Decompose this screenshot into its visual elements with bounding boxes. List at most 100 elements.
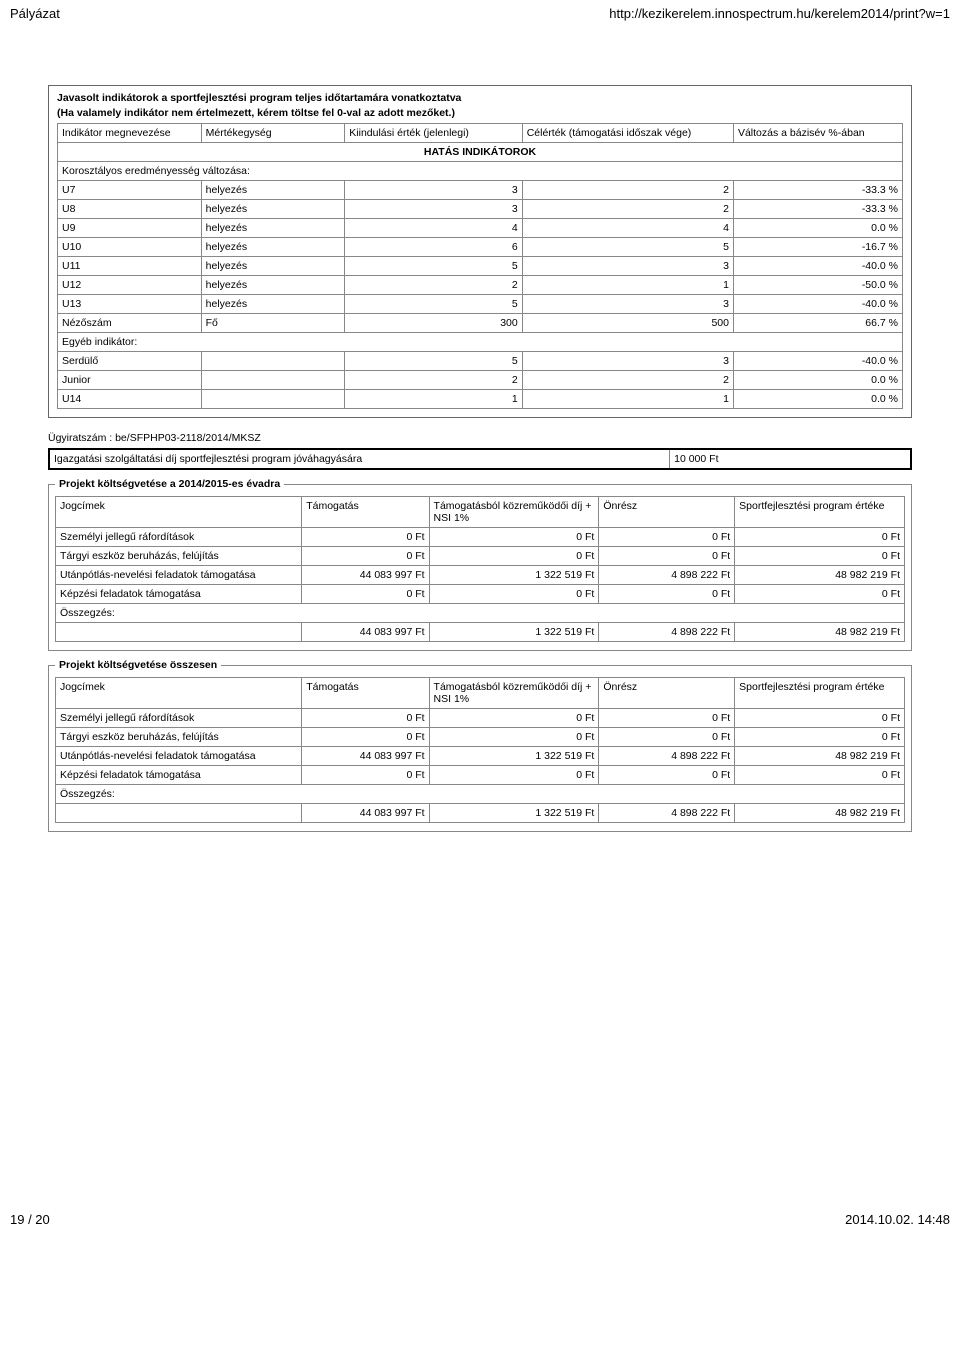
cell-target: 5 — [522, 238, 733, 257]
table-row: Serdülő 53-40.0 % — [58, 352, 903, 371]
cell-change: -40.0 % — [733, 295, 902, 314]
cell-c: 1 322 519 Ft — [429, 747, 599, 766]
col-name: Indikátor megnevezése — [58, 124, 202, 143]
table-row: U11helyezés53-40.0 % — [58, 257, 903, 276]
cell-target: 3 — [522, 295, 733, 314]
table-row: U13helyezés53-40.0 % — [58, 295, 903, 314]
b-col1: Jogcímek — [56, 497, 302, 528]
budget-table: Jogcímek Támogatás Támogatásból közreműk… — [55, 677, 905, 823]
cell-title: Utánpótlás-nevelési feladatok támogatása — [56, 566, 302, 585]
cell-title: Személyi jellegű ráfordítások — [56, 528, 302, 547]
table-row: U10helyezés65-16.7 % — [58, 238, 903, 257]
table-row: NézőszámFő30050066.7 % — [58, 314, 903, 333]
cell-e: 48 982 219 Ft — [735, 747, 905, 766]
b-col2: Támogatás — [302, 678, 429, 709]
budget-legend: Projekt költségvetése összesen — [55, 659, 221, 671]
table-row: Személyi jellegű ráfordítások0 Ft0 Ft0 F… — [56, 528, 905, 547]
cell-unit: helyezés — [201, 257, 345, 276]
budget-legend: Projekt költségvetése a 2014/2015-es éva… — [55, 478, 284, 490]
cell-change: -40.0 % — [733, 257, 902, 276]
cell-unit: helyezés — [201, 219, 345, 238]
b-col2: Támogatás — [302, 497, 429, 528]
cell-change: -40.0 % — [733, 352, 902, 371]
totals-row: 44 083 997 Ft 1 322 519 Ft 4 898 222 Ft … — [56, 804, 905, 823]
cell-name: U10 — [58, 238, 202, 257]
cell-start: 5 — [345, 352, 522, 371]
cell-start: 3 — [345, 200, 522, 219]
cell-start: 300 — [345, 314, 522, 333]
cell-start: 2 — [345, 276, 522, 295]
col-start: Kiindulási érték (jelenlegi) — [345, 124, 522, 143]
b-col4: Önrész — [599, 497, 735, 528]
cell-c: 0 Ft — [429, 709, 599, 728]
cell-target: 500 — [522, 314, 733, 333]
cell-c: 0 Ft — [429, 766, 599, 785]
table-row: Képzési feladatok támogatása0 Ft0 Ft0 Ft… — [56, 766, 905, 785]
cell-start: 1 — [345, 390, 522, 409]
cell-start: 5 — [345, 295, 522, 314]
table-row: U7helyezés32-33.3 % — [58, 181, 903, 200]
cell-c: 0 Ft — [429, 728, 599, 747]
cell-change: 66.7 % — [733, 314, 902, 333]
cell-e: 0 Ft — [735, 585, 905, 604]
total-c: 1 322 519 Ft — [429, 804, 599, 823]
cell-unit: Fő — [201, 314, 345, 333]
cell-unit — [201, 352, 345, 371]
cell-d: 0 Ft — [599, 547, 735, 566]
cell-change: 0.0 % — [733, 371, 902, 390]
b-col1: Jogcímek — [56, 678, 302, 709]
cell-b: 0 Ft — [302, 547, 429, 566]
cell-unit — [201, 390, 345, 409]
table-head-row: Indikátor megnevezése Mértékegység Kiind… — [58, 124, 903, 143]
cell-name: Junior — [58, 371, 202, 390]
cell-name: U8 — [58, 200, 202, 219]
cell-start: 4 — [345, 219, 522, 238]
table-row: U9helyezés440.0 % — [58, 219, 903, 238]
timestamp: 2014.10.02. 14:48 — [845, 1212, 950, 1227]
cell-b: 44 083 997 Ft — [302, 747, 429, 766]
page-footer: 19 / 20 2014.10.02. 14:48 — [0, 1212, 960, 1237]
doc-title: Pályázat — [10, 6, 60, 21]
cell-b: 44 083 997 Ft — [302, 566, 429, 585]
cell-change: 0.0 % — [733, 390, 902, 409]
col-unit: Mértékegység — [201, 124, 345, 143]
table-row: Képzési feladatok támogatása0 Ft0 Ft0 Ft… — [56, 585, 905, 604]
cell-target: 3 — [522, 352, 733, 371]
cell-b: 0 Ft — [302, 728, 429, 747]
b-col3: Támogatásból közreműködői díj + NSI 1% — [429, 497, 599, 528]
table-row: Utánpótlás-nevelési feladatok támogatása… — [56, 566, 905, 585]
cell-name: Serdülő — [58, 352, 202, 371]
b-col4: Önrész — [599, 678, 735, 709]
cell-name: U12 — [58, 276, 202, 295]
cell-title: Utánpótlás-nevelési feladatok támogatása — [56, 747, 302, 766]
table-row: U8helyezés32-33.3 % — [58, 200, 903, 219]
cell-c: 0 Ft — [429, 547, 599, 566]
cell-d: 0 Ft — [599, 585, 735, 604]
cell-e: 0 Ft — [735, 547, 905, 566]
case-number: Ügyiratszám : be/SFPHP03-2118/2014/MKSZ — [48, 432, 912, 444]
total-d: 4 898 222 Ft — [599, 804, 735, 823]
doc-url: http://kezikerelem.innospectrum.hu/kerel… — [609, 6, 950, 21]
cell-c: 0 Ft — [429, 585, 599, 604]
table-row: Tárgyi eszköz beruházás, felújítás0 Ft0 … — [56, 547, 905, 566]
total-d: 4 898 222 Ft — [599, 623, 735, 642]
total-e: 48 982 219 Ft — [735, 623, 905, 642]
cell-d: 0 Ft — [599, 766, 735, 785]
col-target: Célérték (támogatási időszak vége) — [522, 124, 733, 143]
cell-name: Nézőszám — [58, 314, 202, 333]
cell-unit — [201, 371, 345, 390]
box-subtitle: (Ha valamely indikátor nem értelmezett, … — [57, 107, 903, 119]
cell-title: Tárgyi eszköz beruházás, felújítás — [56, 728, 302, 747]
total-c: 1 322 519 Ft — [429, 623, 599, 642]
totals-row: 44 083 997 Ft 1 322 519 Ft 4 898 222 Ft … — [56, 623, 905, 642]
cell-target: 4 — [522, 219, 733, 238]
cell-d: 4 898 222 Ft — [599, 747, 735, 766]
cell-d: 0 Ft — [599, 709, 735, 728]
cell-title: Tárgyi eszköz beruházás, felújítás — [56, 547, 302, 566]
cell-target: 3 — [522, 257, 733, 276]
cell-change: -16.7 % — [733, 238, 902, 257]
b-col5: Sportfejlesztési program értéke — [735, 497, 905, 528]
cell-change: -50.0 % — [733, 276, 902, 295]
box-title: Javasolt indikátorok a sportfejlesztési … — [57, 92, 903, 105]
group-header: Egyéb indikátor: — [58, 333, 903, 352]
